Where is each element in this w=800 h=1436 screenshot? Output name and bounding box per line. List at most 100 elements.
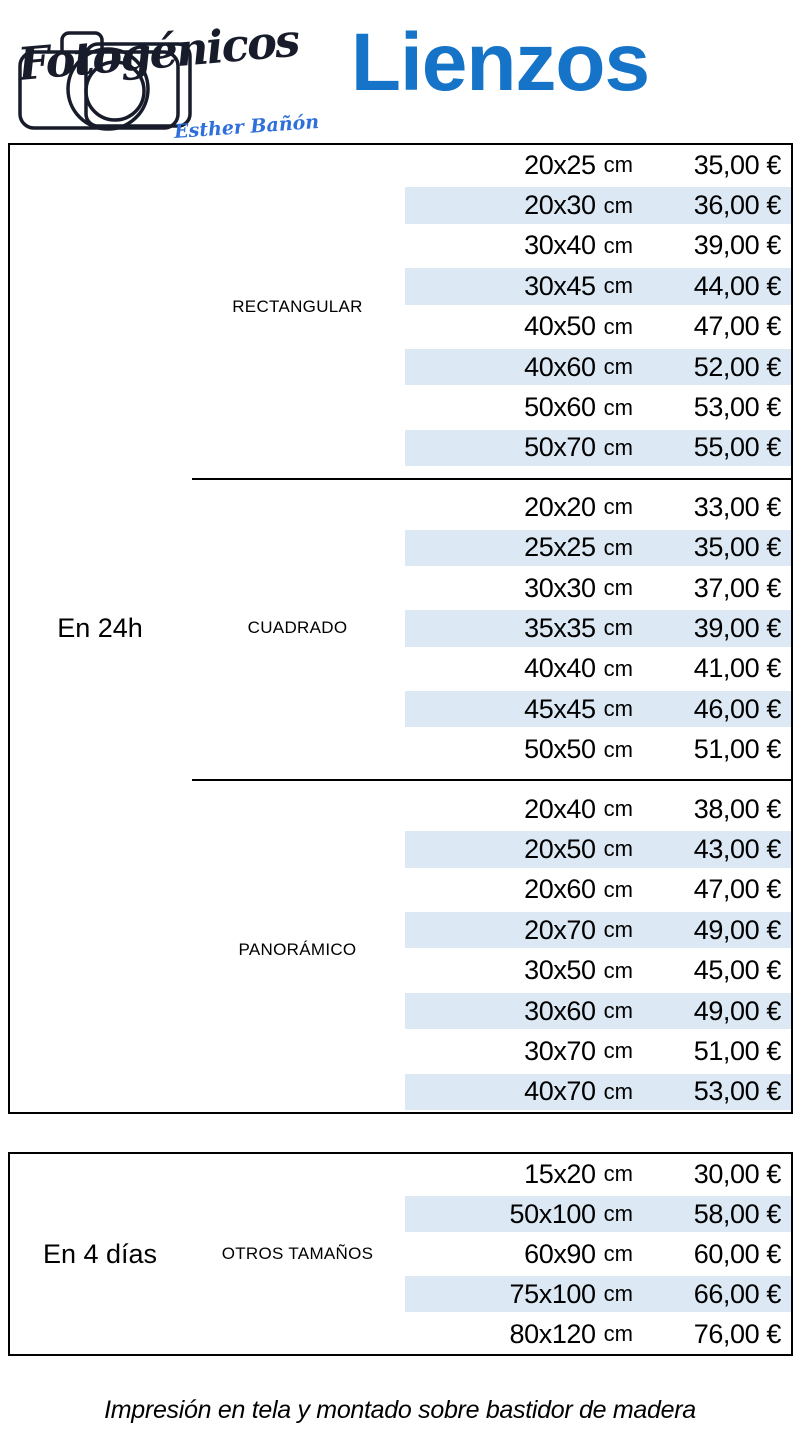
size-unit: cm <box>603 655 633 681</box>
price-value: 45,00 € <box>693 955 782 986</box>
size-unit: cm <box>603 1281 633 1306</box>
size-unit: cm <box>603 957 633 983</box>
size-cell: 30x40 cm <box>405 226 641 266</box>
size-unit: cm <box>603 615 633 641</box>
price-value: 55,00 € <box>641 427 791 469</box>
size-cell: 15x20 cm <box>405 1154 641 1194</box>
size-cell: 50x50 cm <box>405 729 641 769</box>
size-value: 50x100 <box>509 1198 596 1229</box>
price-value: 53,00 € <box>693 392 782 423</box>
price-value: 47,00 € <box>693 311 782 342</box>
size-value: 30x45 <box>524 270 596 301</box>
size-unit: cm <box>603 1161 633 1186</box>
size-cell: 75x100 cm <box>405 1274 641 1314</box>
size-unit: cm <box>603 575 633 601</box>
size-unit: cm <box>603 434 633 460</box>
size-value: 45x45 <box>524 693 596 724</box>
size-value: 50x60 <box>524 392 596 423</box>
size-value: 50x70 <box>524 432 596 463</box>
price-table-en-4-dias: En 4 días OTROS TAMAÑOS 15x20 cm 30,00 € 50x1… <box>8 1152 793 1356</box>
price-value: 30,00 € <box>693 1158 782 1189</box>
size-cell: 50x60 cm <box>405 387 641 427</box>
size-value: 20x20 <box>524 491 596 522</box>
section-divider <box>190 468 791 487</box>
price-value: 49,00 € <box>641 910 791 951</box>
size-value: 20x70 <box>524 914 596 945</box>
size-unit: cm <box>603 696 633 722</box>
size-value: 60x90 <box>524 1238 596 1269</box>
price-value: 49,00 € <box>641 990 791 1032</box>
price-value: 35,00 € <box>693 149 782 180</box>
price-value: 33,00 € <box>693 491 782 522</box>
header: Fotogénicos Esther Bañón Lienzos <box>0 0 800 143</box>
size-unit: cm <box>603 313 633 339</box>
size-value: 30x60 <box>524 995 596 1026</box>
size-value: 20x25 <box>524 149 596 180</box>
price-value: 51,00 € <box>693 734 782 765</box>
size-value: 35x35 <box>524 612 596 643</box>
camera-sketch-icon <box>18 31 192 131</box>
size-unit: cm <box>603 736 633 762</box>
size-unit: cm <box>603 232 633 258</box>
price-value: 39,00 € <box>693 230 782 261</box>
size-unit: cm <box>603 1201 633 1226</box>
price-value: 47,00 € <box>693 874 782 905</box>
page-title: Lienzos <box>350 17 650 108</box>
size-unit: cm <box>603 1078 633 1104</box>
price-value: 60,00 € <box>693 1238 782 1269</box>
section-divider <box>190 770 791 789</box>
size-unit: cm <box>603 998 633 1023</box>
size-cell: 30x30 cm <box>405 568 641 608</box>
price-value: 44,00 € <box>641 266 791 307</box>
size-cell: 80x120 cm <box>405 1314 641 1354</box>
size-unit: cm <box>603 192 633 218</box>
size-value: 75x100 <box>509 1278 596 1309</box>
size-cell: 30x45 cm <box>405 266 641 307</box>
price-value: 51,00 € <box>693 1035 782 1066</box>
price-value: 39,00 € <box>641 608 791 649</box>
footer-note: Impresión en tela y montado sobre bastid… <box>104 1396 696 1424</box>
size-unit: cm <box>603 494 633 520</box>
size-unit: cm <box>603 152 633 178</box>
size-value: 30x70 <box>524 1035 596 1066</box>
size-unit: cm <box>603 836 633 862</box>
size-value: 30x40 <box>524 230 596 261</box>
category-label: RECTANGULAR <box>232 296 363 316</box>
size-value: 20x40 <box>524 793 596 824</box>
category-label: CUADRADO <box>247 618 348 638</box>
size-unit: cm <box>603 876 633 902</box>
size-cell: 40x40 cm <box>405 649 641 689</box>
size-value: 20x50 <box>524 833 596 864</box>
size-value: 15x20 <box>524 1158 596 1189</box>
price-value: 53,00 € <box>641 1071 791 1112</box>
delivery-time-label: En 24h <box>57 612 143 643</box>
size-value: 30x30 <box>524 572 596 603</box>
size-value: 40x60 <box>524 351 596 382</box>
size-value: 80x120 <box>509 1318 596 1349</box>
price-value: 66,00 € <box>641 1274 791 1314</box>
price-value: 36,00 € <box>641 185 791 226</box>
delivery-time-label: En 4 días <box>42 1238 158 1269</box>
size-cell: 50x70 cm <box>405 427 641 469</box>
price-table-en-24h: En 24h RECTANGULAR 20x25 cm 35,00 € 20x30 cm 36… <box>8 143 793 1114</box>
size-cell: 20x70 cm <box>405 910 641 951</box>
size-cell: 20x30 cm <box>405 185 641 226</box>
size-unit: cm <box>603 394 633 420</box>
size-cell: 40x60 cm <box>405 346 641 388</box>
size-value: 20x60 <box>524 874 596 905</box>
size-value: 50x50 <box>524 734 596 765</box>
size-cell: 20x25 cm <box>405 145 641 185</box>
size-cell: 45x45 cm <box>405 689 641 730</box>
price-value: 43,00 € <box>641 829 791 870</box>
size-cell: 40x70 cm <box>405 1071 641 1112</box>
size-cell: 30x70 cm <box>405 1031 641 1071</box>
size-cell: 60x90 cm <box>405 1234 641 1274</box>
size-cell: 25x25 cm <box>405 527 641 568</box>
size-cell: 35x35 cm <box>405 608 641 649</box>
category-label: OTROS TAMAÑOS <box>221 1244 374 1263</box>
size-unit: cm <box>603 354 633 380</box>
price-value: 58,00 € <box>641 1194 791 1234</box>
brand-logo: Fotogénicos Esther Bañón <box>6 4 336 143</box>
size-cell: 20x40 cm <box>405 789 641 829</box>
size-cell: 30x60 cm <box>405 990 641 1032</box>
